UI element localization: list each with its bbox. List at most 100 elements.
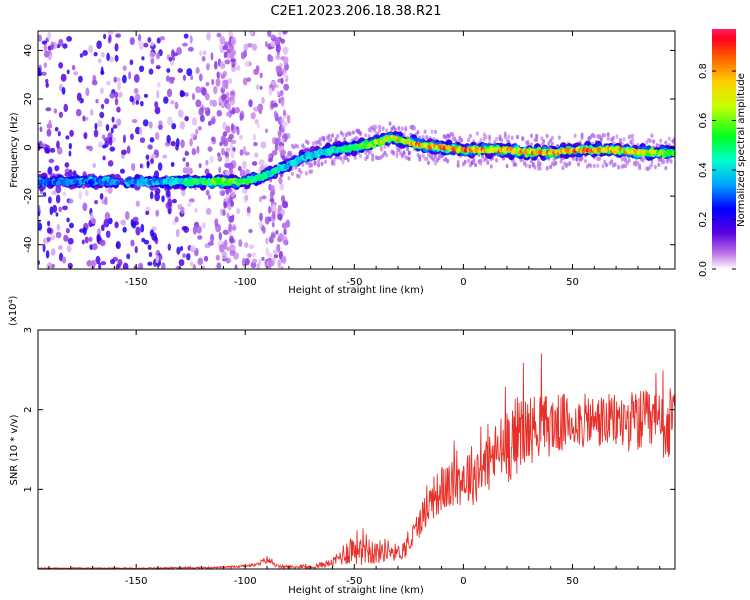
noise-cell [239,169,246,178]
top-x-tick-label: 0 [460,277,466,288]
halo-cell [400,126,404,131]
noise-cell [108,136,113,146]
noise-cell [264,163,269,168]
noise-cell [85,189,89,197]
top-x-tick-label: -50 [346,277,362,288]
noise-cell [109,92,115,99]
halo-cell [385,128,389,133]
noise-cell [273,249,278,255]
halo-cell [426,160,430,166]
noise-cell [277,213,283,221]
noise-cell [247,253,252,258]
bottom-y-tick-label: 1 [23,486,34,492]
noise-cell [58,38,64,47]
noise-cell [273,110,278,119]
noise-cell [182,253,186,258]
noise-cell [58,245,63,250]
noise-cell [155,65,161,70]
top-x-tick-label: -100 [234,277,257,288]
noise-cell [224,239,228,247]
halo-cell [287,176,291,181]
noise-cell [267,31,272,37]
halo-cell [341,132,345,137]
noise-cell [175,228,180,238]
halo-cell [598,156,602,162]
noise-cell [53,108,58,114]
halo-cell [601,164,605,169]
noise-cell [236,128,240,136]
noise-cell [229,250,236,257]
colorbar-tick-label: 0.0 [698,261,709,277]
noise-cell [166,88,173,98]
noise-cell [242,160,247,170]
halo-cell [575,157,579,162]
halo-cell [358,130,362,136]
noise-cell [63,234,69,242]
halo-cell [610,159,614,164]
noise-cell [138,262,144,269]
noise-cell [41,40,48,45]
noise-cell [244,242,249,249]
noise-cell [47,31,52,40]
noise-cell [43,43,48,52]
halo-cell [317,163,321,168]
noise-cell [54,165,60,172]
halo-cell [364,133,368,138]
noise-cell [189,138,193,147]
halo-cell [433,154,437,159]
noise-cell [217,156,223,162]
noise-cell [228,215,235,223]
noise-cell [43,50,50,58]
halo-cell [577,162,581,167]
noise-cell [174,216,179,223]
noise-cell [184,116,189,122]
bottom-y-ticks: 1 2 3 [23,327,675,493]
halo-cell [425,156,429,161]
noise-cell [254,152,259,158]
halo-cell [322,135,326,141]
noise-cell [51,190,57,196]
noise-cell [231,107,236,115]
bottom-y-tick-label: 2 [23,406,34,412]
halo-cell [407,151,411,156]
noise-cell [148,68,154,75]
halo-cell [371,157,375,162]
halo-cell [383,144,387,149]
noise-cell [187,46,194,52]
noise-cell [183,92,189,97]
halo-cell [351,130,355,135]
noise-cell [225,257,232,264]
noise-cell [177,68,183,73]
noise-cell [195,67,200,74]
halo-cell [395,153,399,158]
noise-cell [176,47,182,56]
noise-cell [107,186,113,194]
noise-cell [60,73,67,82]
noise-cell [222,140,229,147]
halo-cell [542,139,546,144]
noise-cell [218,166,222,174]
noise-cell [174,101,179,110]
noise-cell [139,100,144,107]
noise-cell [149,229,155,237]
noise-cell [261,256,265,261]
noise-cell [114,54,119,62]
noise-cell [100,87,104,95]
noise-cell [82,202,88,212]
snr-series-line [38,353,675,569]
halo-cell [624,156,628,162]
noise-cell [58,62,64,69]
halo-cell [662,159,666,164]
noise-cell [258,196,263,203]
halo-cell [505,163,509,169]
heatmap-cells [38,31,675,269]
noise-cell [194,207,198,213]
noise-cell [281,195,286,203]
halo-cell [592,134,596,139]
noise-cell [82,115,86,122]
noise-cell [131,119,138,124]
noise-cell [100,261,107,266]
noise-cell [216,32,222,38]
noise-cell [220,74,226,79]
